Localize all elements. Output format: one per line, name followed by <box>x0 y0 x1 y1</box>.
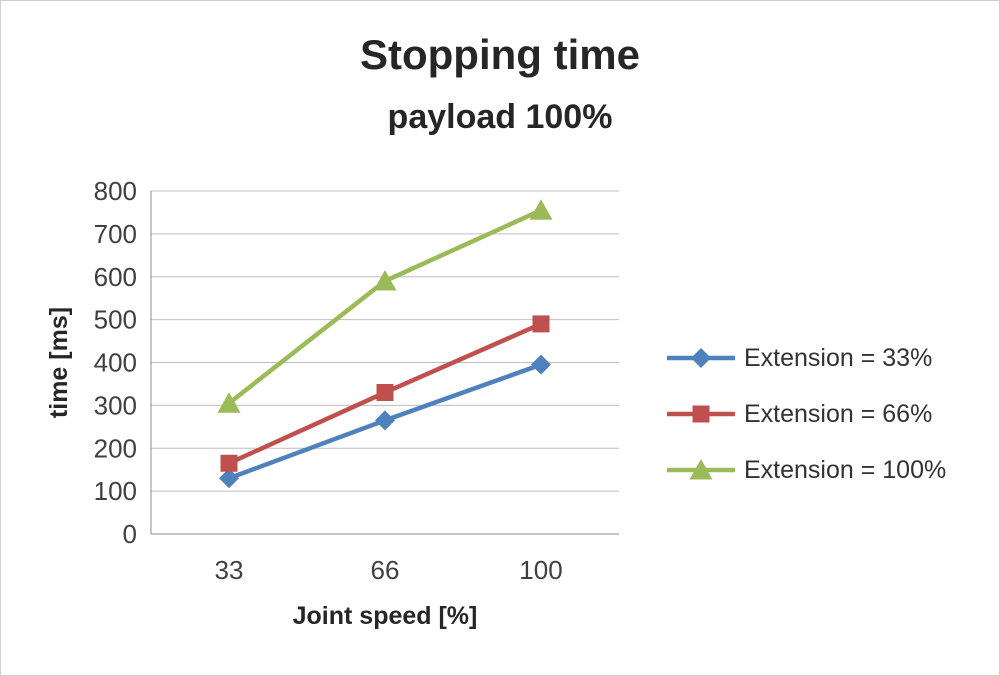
x-tick-label: 100 <box>519 555 562 585</box>
marker-diamond <box>219 468 239 489</box>
legend-swatch <box>667 348 735 368</box>
legend: Extension = 33% Extension = 66% Extension … <box>665 337 946 491</box>
marker-triangle <box>689 459 713 480</box>
y-tick-label: 500 <box>94 305 137 335</box>
marker-square <box>376 384 394 402</box>
legend-item: Extension = 33% <box>665 337 946 379</box>
marker-square <box>220 454 238 472</box>
legend-swatch <box>667 459 735 480</box>
y-tick-label: 200 <box>94 433 137 463</box>
marker-square <box>692 405 710 423</box>
marker-triangle <box>217 392 241 413</box>
marker-diamond <box>691 348 711 368</box>
chart-title: Stopping time <box>360 31 640 78</box>
x-tick-label: 66 <box>371 555 400 585</box>
x-axis-title: Joint speed [%] <box>292 602 478 630</box>
legend-swatch <box>667 405 735 423</box>
marker-triangle <box>373 270 397 291</box>
x-tick-label: 33 <box>215 555 244 585</box>
y-tick-label: 700 <box>94 219 137 249</box>
marker-diamond <box>531 354 551 375</box>
marker-triangle <box>529 199 553 220</box>
y-tick-label: 400 <box>94 348 137 378</box>
y-tick-label: 300 <box>94 390 137 420</box>
y-tick-label: 100 <box>94 476 137 506</box>
y-tick-label: 0 <box>123 519 137 549</box>
legend-label: Extension = 100% <box>744 455 947 484</box>
series-line <box>226 208 544 406</box>
y-tick-label: 800 <box>94 176 137 206</box>
chart-subtitle: payload 100% <box>387 98 613 136</box>
marker-diamond <box>375 410 395 431</box>
marker-square <box>532 315 550 333</box>
legend-label: Extension = 33% <box>744 343 933 372</box>
legend-label: Extension = 66% <box>744 399 933 428</box>
legend-item: Extension = 66% <box>665 393 946 435</box>
legend-item: Extension = 100% <box>665 449 946 491</box>
y-tick-label: 600 <box>94 262 137 292</box>
y-axis-title: time [ms] <box>45 306 73 419</box>
